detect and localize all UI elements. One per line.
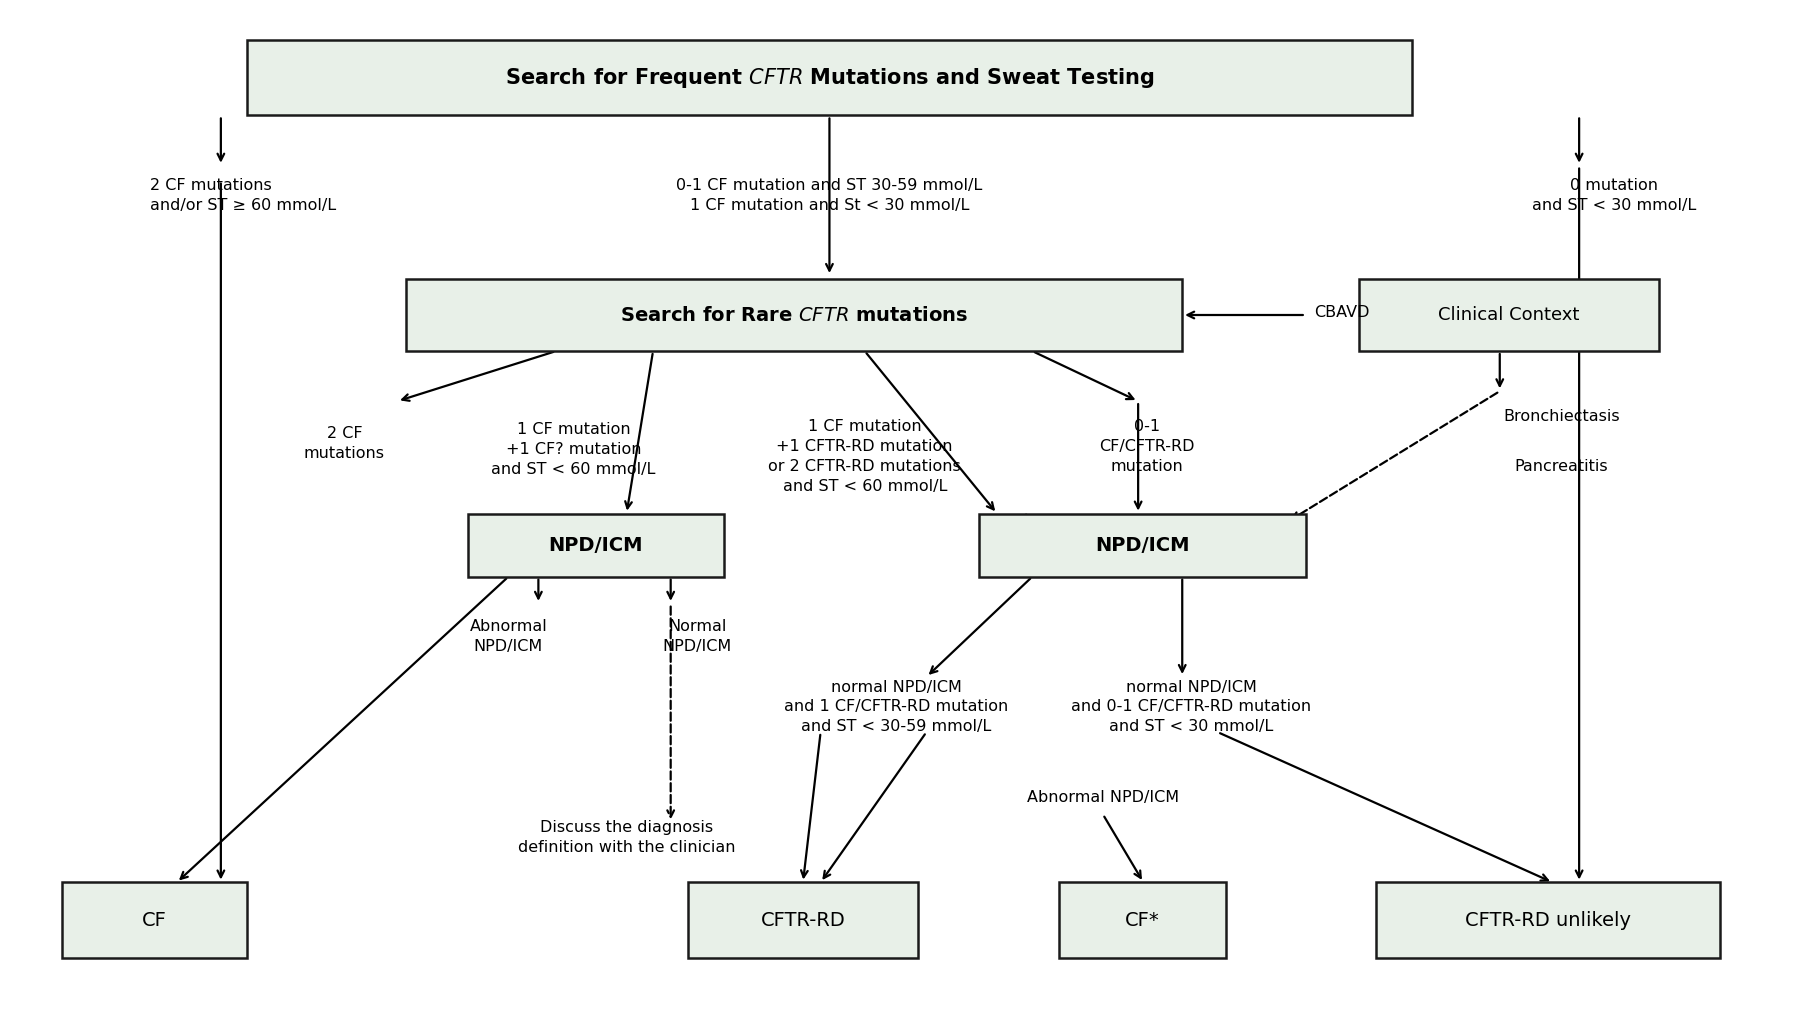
Text: Abnormal
NPD/ICM: Abnormal NPD/ICM [470, 619, 547, 655]
Text: 0-1
CF/CFTR-RD
mutation: 0-1 CF/CFTR-RD mutation [1100, 419, 1195, 474]
FancyBboxPatch shape [1377, 883, 1721, 958]
Text: normal NPD/ICM
and 1 CF/CFTR-RD mutation
and ST < 30-59 mmol/L: normal NPD/ICM and 1 CF/CFTR-RD mutation… [785, 679, 1008, 735]
Text: Search for Rare $\mathit{CFTR}$ mutations: Search for Rare $\mathit{CFTR}$ mutation… [621, 306, 968, 324]
FancyBboxPatch shape [61, 883, 247, 958]
Text: Pancreatitis: Pancreatitis [1514, 459, 1609, 474]
FancyBboxPatch shape [979, 514, 1305, 577]
Text: CF: CF [142, 910, 167, 930]
Text: Abnormal NPD/ICM: Abnormal NPD/ICM [1026, 790, 1179, 805]
FancyBboxPatch shape [407, 279, 1183, 351]
Text: CFTR-RD: CFTR-RD [761, 910, 846, 930]
Text: NPD/ICM: NPD/ICM [549, 536, 643, 554]
Text: Bronchiectasis: Bronchiectasis [1503, 409, 1620, 424]
FancyBboxPatch shape [468, 514, 724, 577]
Text: Search for Frequent $\mathit{CFTR}$ Mutations and Sweat Testing: Search for Frequent $\mathit{CFTR}$ Muta… [504, 65, 1154, 90]
Text: 1 CF mutation
+1 CF? mutation
and ST < 60 mmol/L: 1 CF mutation +1 CF? mutation and ST < 6… [491, 422, 655, 477]
Text: CF*: CF* [1125, 910, 1159, 930]
Text: normal NPD/ICM
and 0-1 CF/CFTR-RD mutation
and ST < 30 mmol/L: normal NPD/ICM and 0-1 CF/CFTR-RD mutati… [1071, 679, 1310, 735]
Text: 0-1 CF mutation and ST 30-59 mmol/L
1 CF mutation and St < 30 mmol/L: 0-1 CF mutation and ST 30-59 mmol/L 1 CF… [677, 178, 983, 213]
Text: Discuss the diagnosis
definition with the clinician: Discuss the diagnosis definition with th… [518, 819, 736, 855]
Text: CFTR-RD unlikely: CFTR-RD unlikely [1465, 910, 1631, 930]
FancyBboxPatch shape [688, 883, 918, 958]
Text: 0 mutation
and ST < 30 mmol/L: 0 mutation and ST < 30 mmol/L [1532, 178, 1697, 213]
Text: 2 CF
mutations: 2 CF mutations [304, 426, 385, 460]
Text: CBAVD: CBAVD [1314, 306, 1370, 320]
FancyBboxPatch shape [1359, 279, 1658, 351]
Text: Clinical Context: Clinical Context [1438, 306, 1579, 324]
Text: 1 CF mutation
+1 CFTR-RD mutation
or 2 CFTR-RD mutations
and ST < 60 mmol/L: 1 CF mutation +1 CFTR-RD mutation or 2 C… [769, 419, 961, 493]
Text: NPD/ICM: NPD/ICM [1096, 536, 1190, 554]
FancyBboxPatch shape [247, 40, 1411, 116]
FancyBboxPatch shape [1058, 883, 1226, 958]
Text: 2 CF mutations
and/or ST ≥ 60 mmol/L: 2 CF mutations and/or ST ≥ 60 mmol/L [149, 178, 337, 213]
Text: Normal
NPD/ICM: Normal NPD/ICM [662, 619, 733, 655]
